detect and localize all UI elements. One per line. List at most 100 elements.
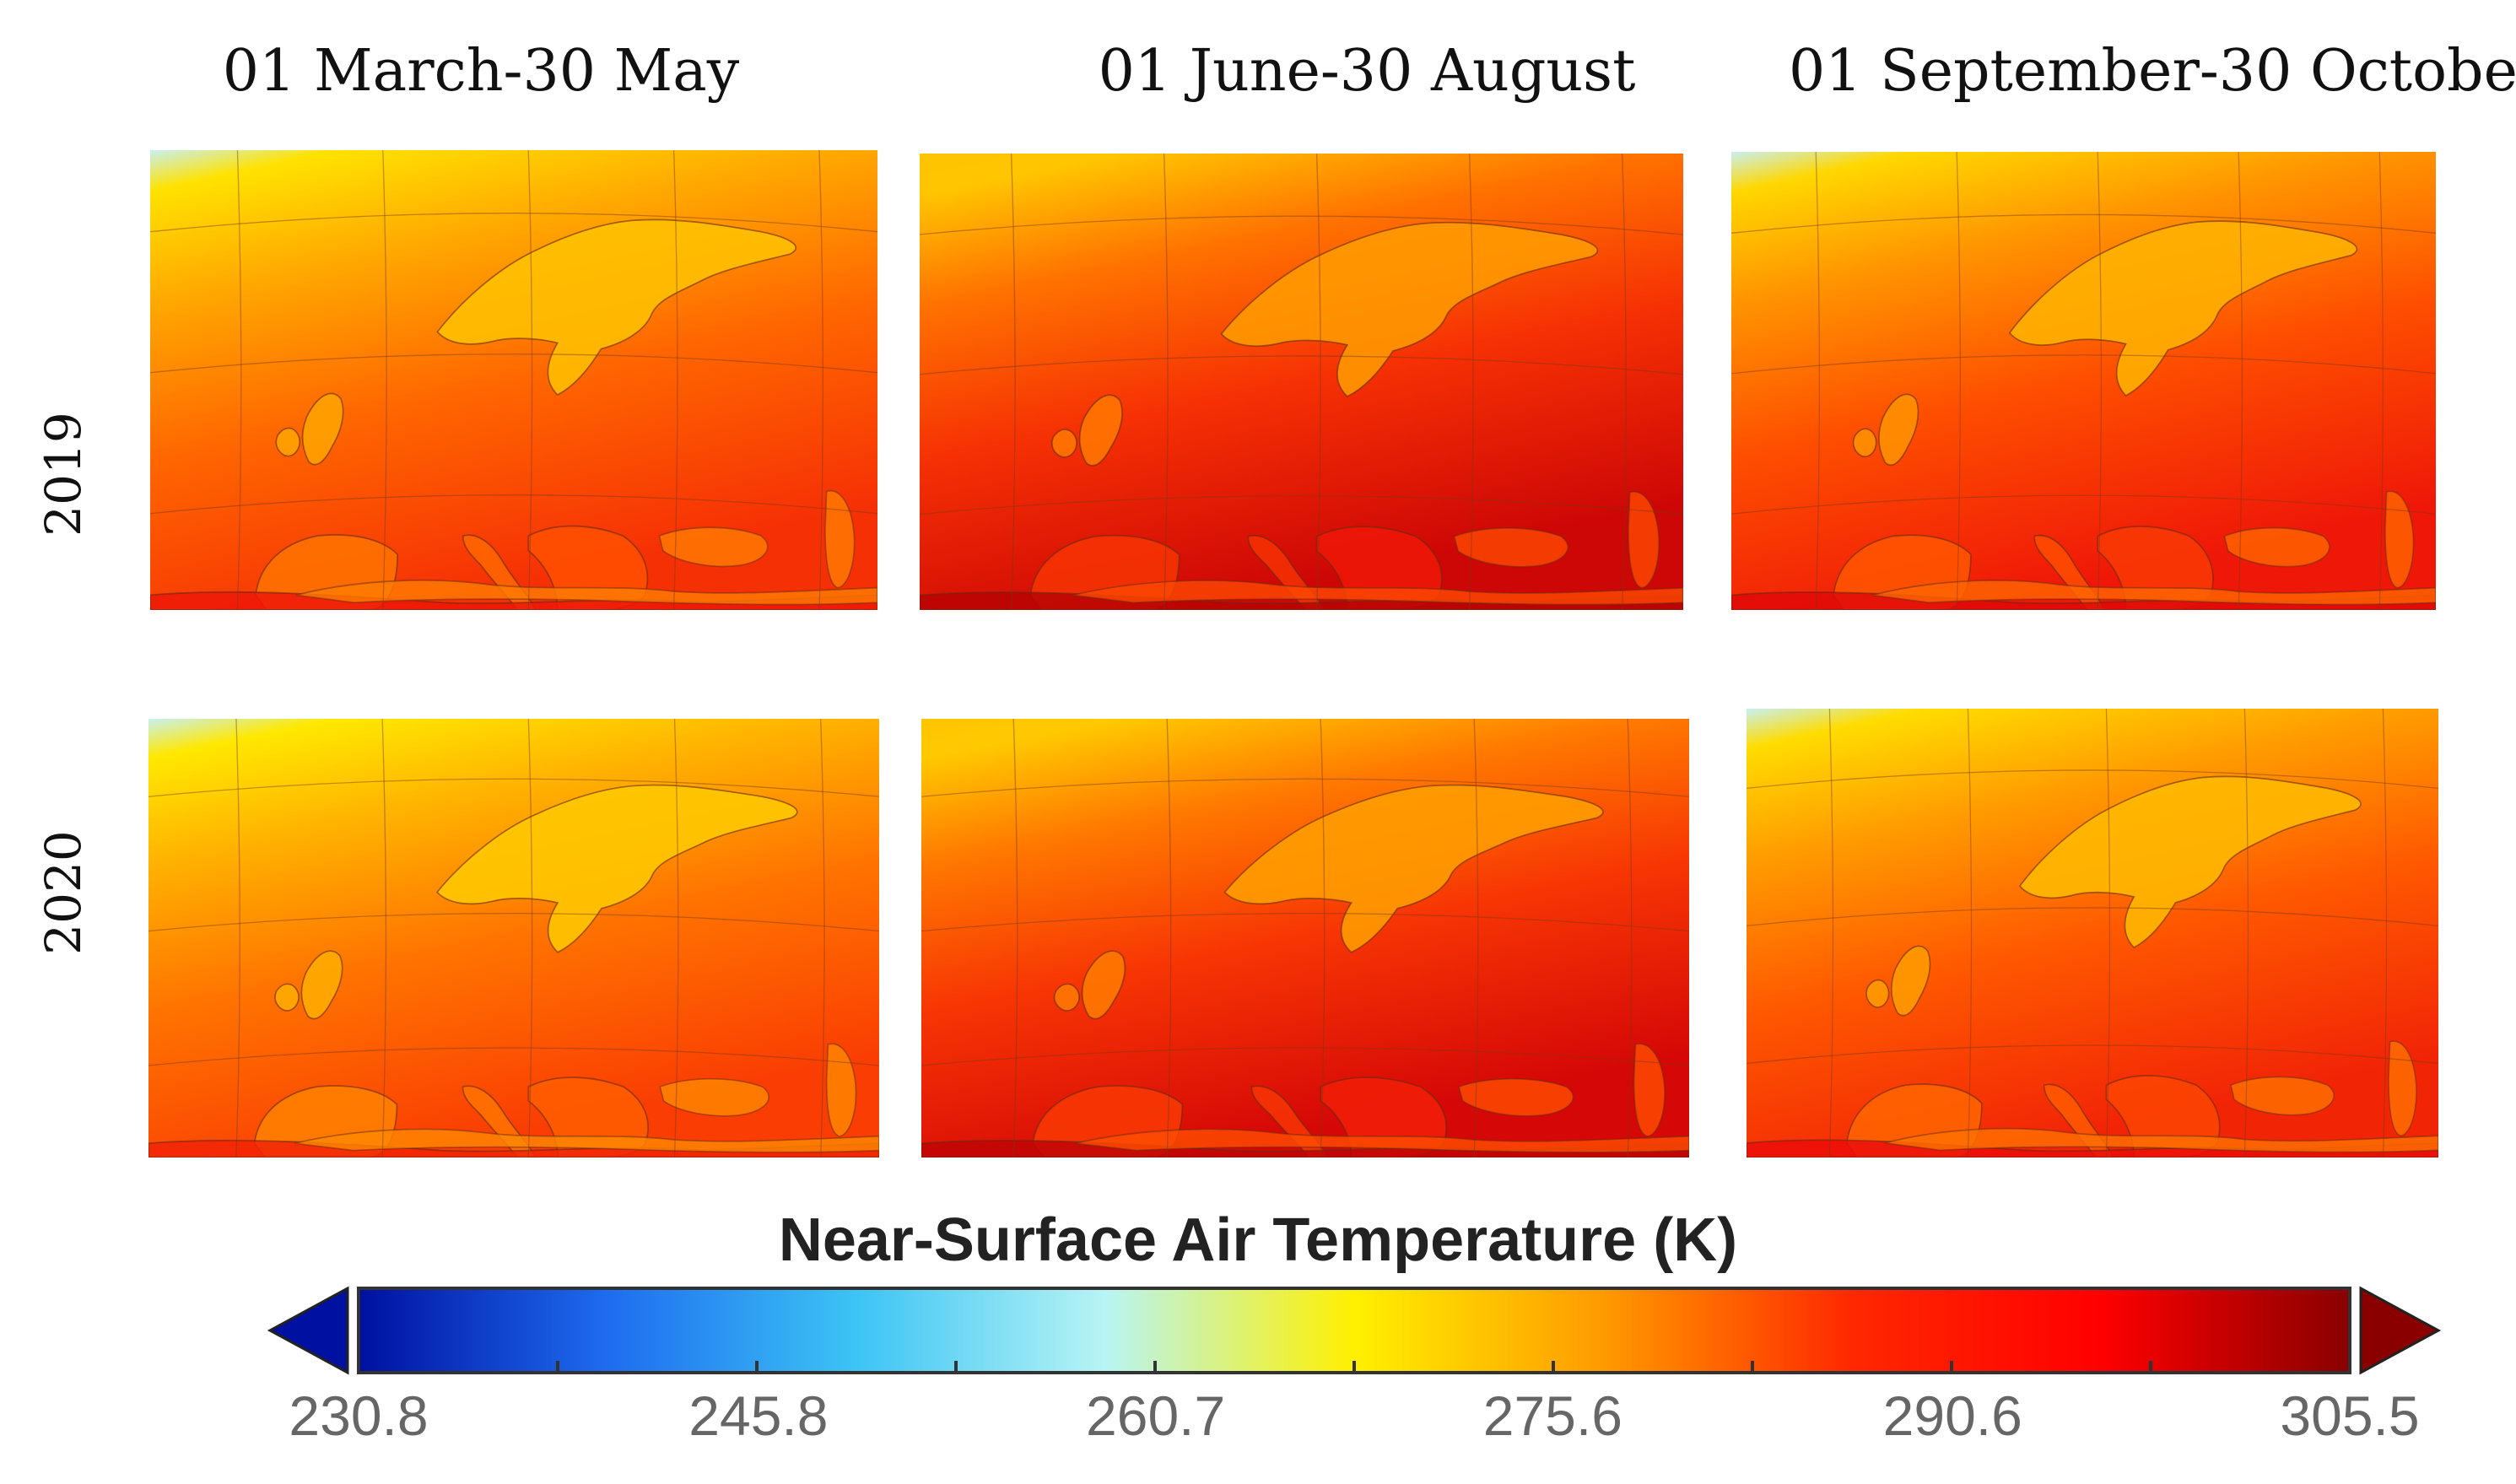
column-title-spring: 01 March-30 May — [222, 38, 740, 105]
parallel-line — [920, 355, 1683, 375]
temperature-field — [920, 154, 1683, 610]
colorbar-title: Near-Surface Air Temperature (K) — [778, 1206, 1738, 1274]
scandinavia-land — [436, 219, 796, 397]
meridian-line — [1627, 719, 1633, 1158]
uk-land — [1078, 394, 1123, 467]
meridian-line — [1012, 719, 1018, 1158]
black-sea — [659, 1077, 769, 1117]
parallel-line — [1747, 907, 2438, 927]
mediterranean-sea — [294, 1128, 879, 1153]
temperature-field — [1731, 152, 2436, 610]
ireland-land — [274, 983, 300, 1012]
meridian-line — [818, 150, 823, 610]
mediterranean-sea — [1884, 1127, 2438, 1153]
map-2019-spring — [150, 150, 877, 610]
colorbar-tick-label: 230.8 — [289, 1384, 429, 1447]
parallel-line — [1731, 354, 2436, 375]
caspian-sea — [824, 489, 856, 589]
meridian-line — [1828, 709, 1834, 1158]
meridian-line — [381, 719, 387, 1158]
colorbar-tick-label: 245.8 — [688, 1384, 829, 1447]
meridian-line — [1956, 152, 1962, 610]
meridian-line — [1468, 154, 1474, 610]
mediterranean-sea — [1871, 580, 2436, 606]
meridian-line — [1473, 719, 1479, 1158]
colorbar — [267, 1286, 2442, 1375]
colorbar-tick-label: 260.7 — [1086, 1384, 1226, 1447]
meridian-line — [1815, 152, 1821, 610]
parallel-line — [150, 494, 877, 515]
parallel-line — [1731, 494, 2436, 515]
temperature-map — [921, 719, 1689, 1158]
ireland-land — [1852, 428, 1877, 458]
parallel-line — [921, 913, 1689, 932]
temperature-map — [1731, 152, 2436, 610]
column-title-autumn: 01 September-30 October — [1789, 38, 2516, 105]
meridian-line — [2243, 709, 2249, 1158]
map-2020-autumn — [1747, 709, 2438, 1158]
temperature-map — [920, 154, 1683, 610]
map-2020-spring — [148, 719, 879, 1158]
parallel-line — [148, 778, 879, 797]
mediterranean-sea — [1072, 580, 1683, 606]
map-2020-summer — [921, 719, 1689, 1158]
meridian-line — [236, 150, 242, 610]
parallel-line — [920, 215, 1683, 235]
scandinavia-land — [1220, 221, 1599, 398]
meridian-line — [673, 719, 679, 1158]
scandinavia-land — [2008, 220, 2358, 397]
meridian-line — [1010, 154, 1016, 610]
ireland-land — [1053, 983, 1080, 1012]
black-sea — [658, 526, 769, 568]
meridian-line — [527, 719, 533, 1158]
meridian-line — [672, 150, 678, 610]
meridian-line — [820, 719, 825, 1158]
caspian-sea — [1627, 491, 1660, 589]
black-sea — [1457, 1077, 1574, 1117]
caspian-sea — [1633, 1043, 1666, 1137]
temperature-field — [921, 719, 1689, 1158]
column-title-summer: 01 June-30 August — [1098, 38, 1636, 105]
map-2019-autumn — [1731, 152, 2436, 610]
colorbar-high-extend-arrow — [2359, 1286, 2442, 1375]
meridian-line — [1967, 709, 1973, 1158]
row-label-2019: 2019 — [35, 412, 92, 537]
map-2019-summer — [920, 154, 1683, 610]
parallel-line — [148, 1047, 879, 1066]
parallel-line — [150, 353, 877, 374]
temperature-field — [1747, 709, 2438, 1158]
ireland-land — [275, 427, 301, 457]
temperature-field — [148, 719, 879, 1158]
parallel-line — [1747, 769, 2438, 790]
uk-land — [1878, 393, 1919, 467]
temperature-field — [150, 150, 877, 610]
meridian-line — [235, 719, 240, 1158]
scandinavia-land — [1223, 784, 1604, 953]
colorbar-tick-label: 290.6 — [1882, 1384, 2022, 1447]
uk-land — [300, 950, 343, 1020]
scandinavia-land — [2018, 775, 2362, 949]
mediterranean-sea — [295, 579, 877, 606]
parallel-line — [921, 778, 1689, 797]
ireland-land — [1050, 429, 1077, 458]
parallel-line — [921, 1047, 1689, 1066]
meridian-line — [527, 150, 533, 610]
temperature-map — [148, 719, 879, 1158]
parallel-line — [920, 495, 1683, 515]
colorbar-tick-label: 305.5 — [2280, 1384, 2420, 1447]
meridian-line — [1163, 154, 1169, 610]
temperature-map — [1747, 709, 2438, 1158]
colorbar-gradient — [357, 1287, 2351, 1374]
black-sea — [2230, 1076, 2335, 1116]
meridian-line — [2105, 709, 2111, 1158]
temperature-map — [150, 150, 877, 610]
meridian-line — [382, 150, 387, 610]
meridian-line — [2097, 152, 2103, 610]
meridian-line — [2378, 152, 2384, 610]
colorbar-low-extend-arrow — [267, 1286, 349, 1375]
caspian-sea — [2384, 490, 2415, 589]
meridian-line — [2238, 152, 2243, 610]
meridian-line — [1166, 719, 1172, 1158]
meridian-line — [1315, 154, 1321, 610]
uk-land — [1890, 945, 1931, 1017]
